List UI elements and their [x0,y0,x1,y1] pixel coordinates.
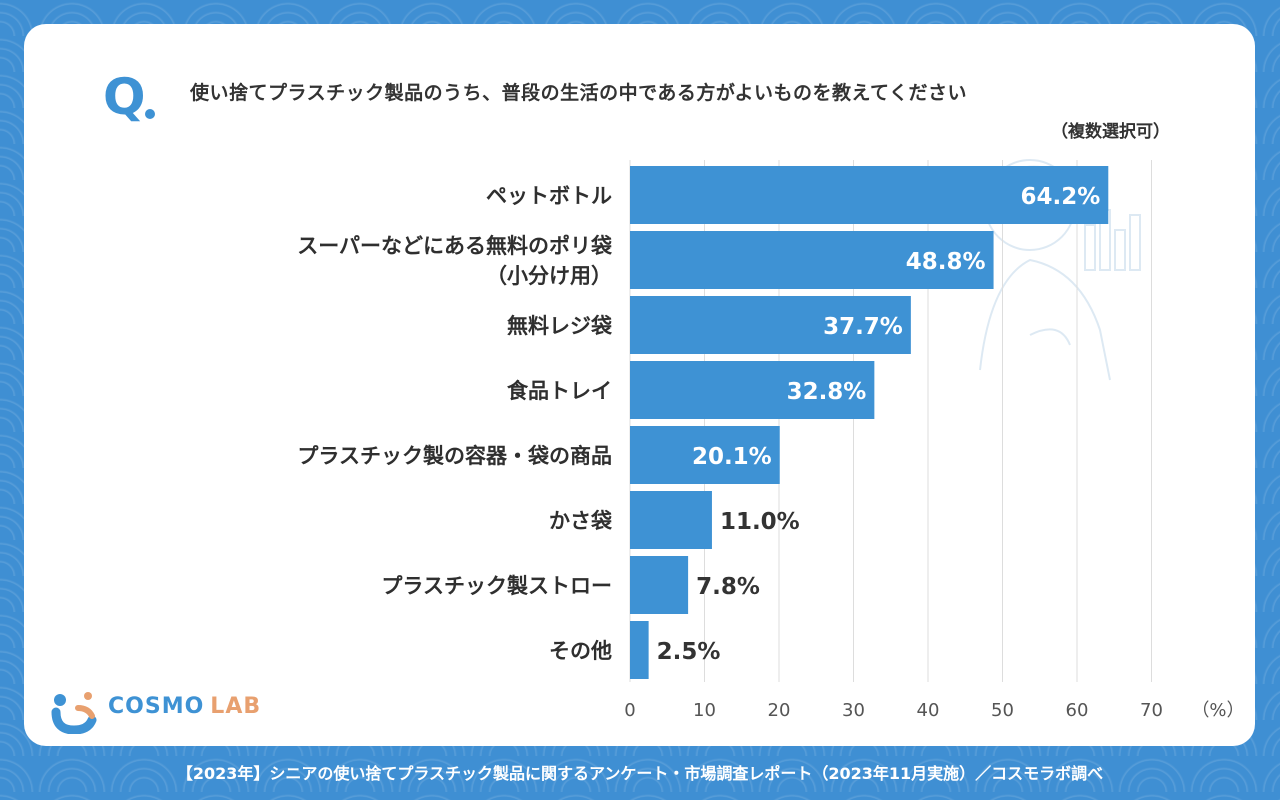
x-axis-ticks: 0 10 20 30 40 50 60 70 （%） [624,700,1244,721]
source-footer: 【2023年】シニアの使い捨てプラスチック製品に関するアンケート・市場調査レポー… [176,764,1104,783]
logo-cosmo-text: COSMO [108,694,205,719]
value-label: 20.1% [692,444,772,470]
x-tick-label: 50 [991,700,1014,721]
category-label: スーパーなどにある無料のポリ袋 [297,234,613,258]
x-tick-label: 70 [1140,700,1163,721]
bars [630,166,1109,679]
logo-icon [51,692,97,734]
x-tick-label: 30 [842,700,865,721]
value-label: 48.8% [906,249,986,275]
question-text: 使い捨てプラスチック製品のうち、普段の生活の中である方がよいものを教えてください [190,82,967,104]
bar [630,621,649,679]
question-mark: Q [103,68,146,126]
x-tick-label: 20 [768,700,791,721]
x-tick-label: 60 [1066,700,1089,721]
bar [630,556,689,614]
bar [630,361,875,419]
category-label: 無料レジ袋 [507,314,613,338]
value-labels: 64.2% 48.8% 37.7% 32.8% 20.1% 11.0% 7.8% 2.5% [657,184,1101,665]
x-tick-label: 40 [917,700,940,721]
category-label: プラスチック製ストロー [381,574,612,598]
x-tick-label: 10 [693,700,716,721]
question-mark-dot [145,109,155,119]
category-label: ペットボトル [486,184,612,208]
x-tick-label: 0 [624,700,635,721]
bar [630,296,911,354]
x-axis-unit: （%） [1191,700,1244,721]
category-label: プラスチック製の容器・袋の商品 [297,444,612,468]
bar [630,231,994,289]
value-label: 2.5% [657,639,721,665]
bar [630,426,780,484]
value-label: 37.7% [823,314,903,340]
category-label: その他 [549,639,612,663]
category-label: かさ袋 [549,509,613,533]
bar [630,491,712,549]
value-label: 32.8% [787,379,867,405]
category-label: 食品トレイ [507,379,612,403]
value-label: 7.8% [696,574,760,600]
value-label: 64.2% [1020,184,1100,210]
category-label: （小分け用） [486,264,612,288]
multiple-choice-note: （複数選択可） [1051,122,1170,142]
bar [630,166,1109,224]
logo-lab-text: LAB [210,694,262,719]
cosmo-lab-logo: COSMO LAB [48,686,260,734]
value-label: 11.0% [720,509,800,535]
